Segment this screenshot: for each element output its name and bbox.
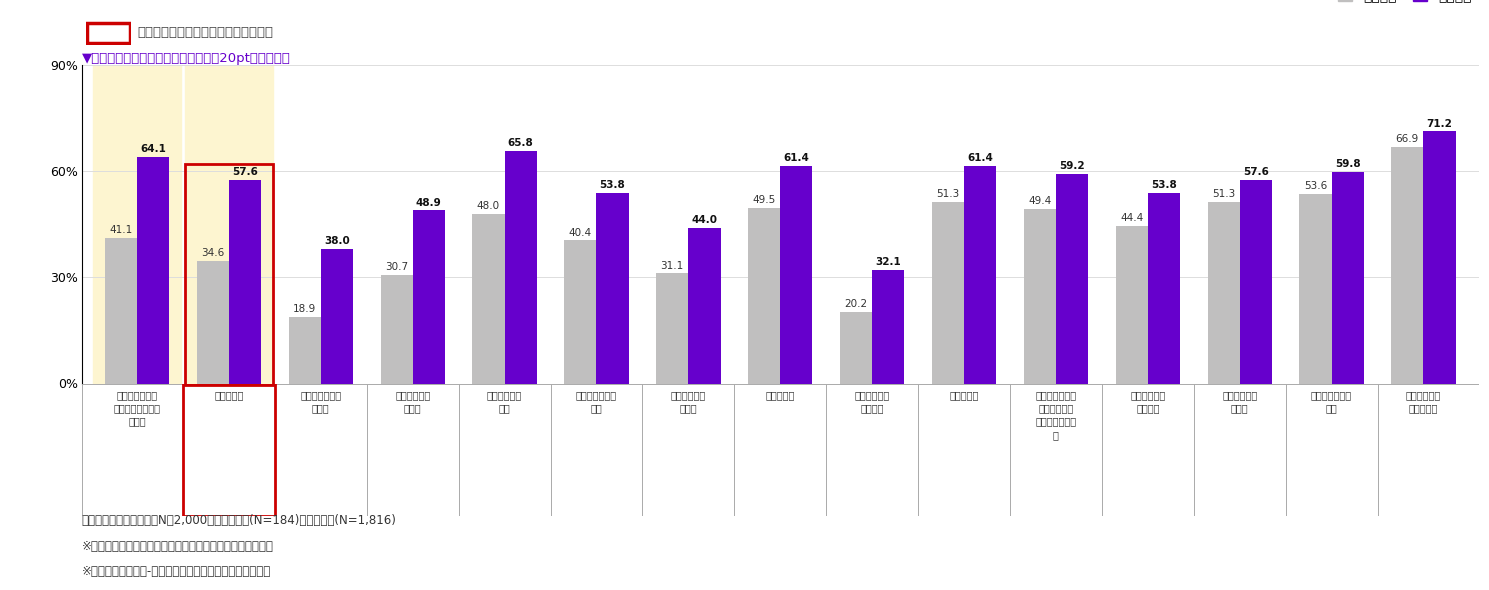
Text: 49.5: 49.5 — [752, 195, 776, 205]
Text: 挑戦したい: 挑戦したい — [214, 390, 244, 400]
Text: 優越感を味わ
いたい: 優越感を味わ いたい — [395, 390, 430, 414]
Bar — [183, 384, 275, 516]
Text: 59.2: 59.2 — [1059, 161, 1085, 171]
Text: 人に嫌われたく
ない: 人に嫌われたく ない — [1310, 390, 1352, 414]
Text: ※スコアは「非常にあてはまる」＋「ややあてはまる」の計: ※スコアは「非常にあてはまる」＋「ややあてはまる」の計 — [82, 540, 274, 553]
Bar — [505, 150, 536, 384]
Text: 44.0: 44.0 — [691, 215, 718, 225]
Bar — [840, 312, 873, 384]
Bar — [320, 249, 353, 384]
Bar — [1423, 132, 1456, 384]
Text: 53.8: 53.8 — [600, 180, 625, 190]
Bar — [381, 275, 412, 384]
Text: 18.9: 18.9 — [293, 304, 316, 314]
Text: 疏外感を感じ
たくない: 疏外感を感じ たくない — [1130, 390, 1166, 414]
Bar — [104, 238, 137, 384]
Text: 好奇心を満た
したい: 好奇心を満た したい — [1222, 390, 1257, 414]
Text: 48.9: 48.9 — [415, 198, 442, 208]
Bar — [1024, 209, 1056, 384]
Bar — [1115, 227, 1148, 384]
Text: 61.4: 61.4 — [783, 153, 809, 163]
Bar — [747, 208, 780, 384]
Bar — [1148, 193, 1179, 384]
Bar — [1391, 147, 1423, 384]
Text: 53.8: 53.8 — [1151, 180, 1176, 190]
Bar — [873, 270, 904, 384]
Text: 49.4: 49.4 — [1029, 196, 1051, 206]
Text: 57.6: 57.6 — [232, 167, 258, 177]
Text: 64.1: 64.1 — [140, 144, 167, 154]
Text: 66.9: 66.9 — [1395, 134, 1419, 144]
Text: 51.3: 51.3 — [937, 189, 959, 199]
Text: 20.2: 20.2 — [844, 299, 868, 309]
Bar — [963, 166, 996, 384]
Text: 61.4: 61.4 — [968, 153, 993, 163]
Bar — [1300, 194, 1331, 384]
Legend: 体験なし, 体験あり: 体験なし, 体験あり — [1339, 0, 1471, 3]
Text: 38.0: 38.0 — [325, 236, 350, 246]
Bar — [597, 193, 628, 384]
Text: ▼「体験あり」－「体験なし」の差が20pt以上の項目: ▼「体験あり」－「体験なし」の差が20pt以上の項目 — [82, 52, 290, 65]
Text: 制限されず自
由にしたい: 制限されず自 由にしたい — [1406, 390, 1441, 414]
Text: 理想を実現し
たい: 理想を実現し たい — [487, 390, 523, 414]
Text: 48.0: 48.0 — [476, 201, 500, 211]
Bar — [780, 166, 813, 384]
Text: 41.1: 41.1 — [109, 225, 133, 235]
Text: 65.8: 65.8 — [508, 137, 533, 148]
Text: 30.7: 30.7 — [386, 262, 408, 272]
Text: 31.1: 31.1 — [661, 261, 683, 271]
Bar — [185, 163, 272, 385]
Text: 51.3: 51.3 — [1212, 189, 1236, 199]
Text: 達成したい: 達成したい — [765, 390, 795, 400]
Text: ※項目は《体験あり-体験なし》の差が大きい順に並び替え: ※項目は《体験あり-体験なし》の差が大きい順に並び替え — [82, 565, 271, 578]
Bar — [197, 261, 229, 384]
Bar — [688, 228, 721, 384]
Text: 71.2: 71.2 — [1426, 119, 1452, 129]
Bar — [412, 211, 445, 384]
Text: 57.6: 57.6 — [1243, 167, 1269, 177]
Text: 夢やロマン、感
動、興奮など
心を動かされた
い: 夢やロマン、感 動、興奮など 心を動かされた い — [1035, 390, 1077, 440]
Text: 遊び心やクリエ
イティビティを感
じたい: 遊び心やクリエ イティビティを感 じたい — [113, 390, 161, 427]
Text: 59.8: 59.8 — [1334, 159, 1361, 169]
Text: 自分をアピール
したい: 自分をアピール したい — [301, 390, 341, 414]
Bar — [88, 23, 130, 43]
Text: 成長したい: 成長したい — [950, 390, 978, 400]
Text: 34.6: 34.6 — [201, 248, 225, 258]
Text: 誰かに影響を
与えたい: 誰かに影響を 与えたい — [855, 390, 890, 414]
Text: 40.4: 40.4 — [569, 228, 593, 238]
Text: 44.4: 44.4 — [1120, 214, 1144, 224]
Bar — [564, 241, 597, 384]
Bar — [1240, 179, 1272, 384]
Bar — [657, 273, 688, 384]
Bar — [1208, 202, 1240, 384]
Text: 人から認められ
たい: 人から認められ たい — [576, 390, 616, 414]
Bar — [1331, 172, 1364, 384]
Text: 基数：調査対象者全体（N＝2,000）、体験あり(N=184)、体験なし(N=1,816): 基数：調査対象者全体（N＝2,000）、体験あり(N=184)、体験なし(N=1… — [82, 514, 396, 527]
Text: 53.6: 53.6 — [1304, 181, 1327, 191]
Bar — [185, 65, 272, 384]
Bar — [1056, 174, 1088, 384]
Bar — [137, 156, 170, 384]
Text: 人から尊敬さ
れたい: 人から尊敬さ れたい — [670, 390, 706, 414]
Bar — [229, 179, 261, 384]
Bar — [932, 202, 963, 384]
Text: アーリーアダプターの特徴を示す項目: アーリーアダプターの特徴を示す項目 — [137, 26, 272, 39]
Bar — [92, 65, 182, 384]
Bar — [289, 317, 320, 384]
Text: 32.1: 32.1 — [876, 257, 901, 267]
Bar — [472, 214, 505, 384]
